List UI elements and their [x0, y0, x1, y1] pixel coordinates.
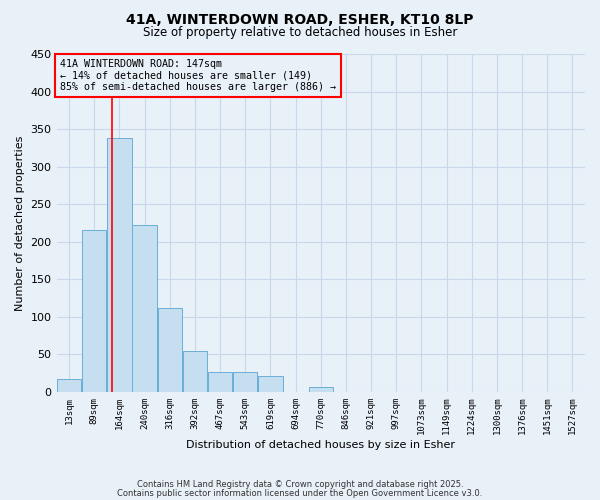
Text: 41A, WINTERDOWN ROAD, ESHER, KT10 8LP: 41A, WINTERDOWN ROAD, ESHER, KT10 8LP: [126, 12, 474, 26]
Bar: [308, 388, 333, 392]
Bar: [107, 138, 131, 392]
Bar: [183, 350, 207, 392]
X-axis label: Distribution of detached houses by size in Esher: Distribution of detached houses by size …: [186, 440, 455, 450]
Bar: [208, 372, 232, 392]
Y-axis label: Number of detached properties: Number of detached properties: [15, 136, 25, 310]
Text: Contains public sector information licensed under the Open Government Licence v3: Contains public sector information licen…: [118, 488, 482, 498]
Text: Contains HM Land Registry data © Crown copyright and database right 2025.: Contains HM Land Registry data © Crown c…: [137, 480, 463, 489]
Bar: [133, 225, 157, 392]
Text: Size of property relative to detached houses in Esher: Size of property relative to detached ho…: [143, 26, 457, 39]
Bar: [57, 379, 82, 392]
Bar: [233, 372, 257, 392]
Bar: [258, 376, 283, 392]
Text: 41A WINTERDOWN ROAD: 147sqm
← 14% of detached houses are smaller (149)
85% of se: 41A WINTERDOWN ROAD: 147sqm ← 14% of det…: [59, 60, 335, 92]
Bar: [158, 308, 182, 392]
Bar: [82, 230, 106, 392]
